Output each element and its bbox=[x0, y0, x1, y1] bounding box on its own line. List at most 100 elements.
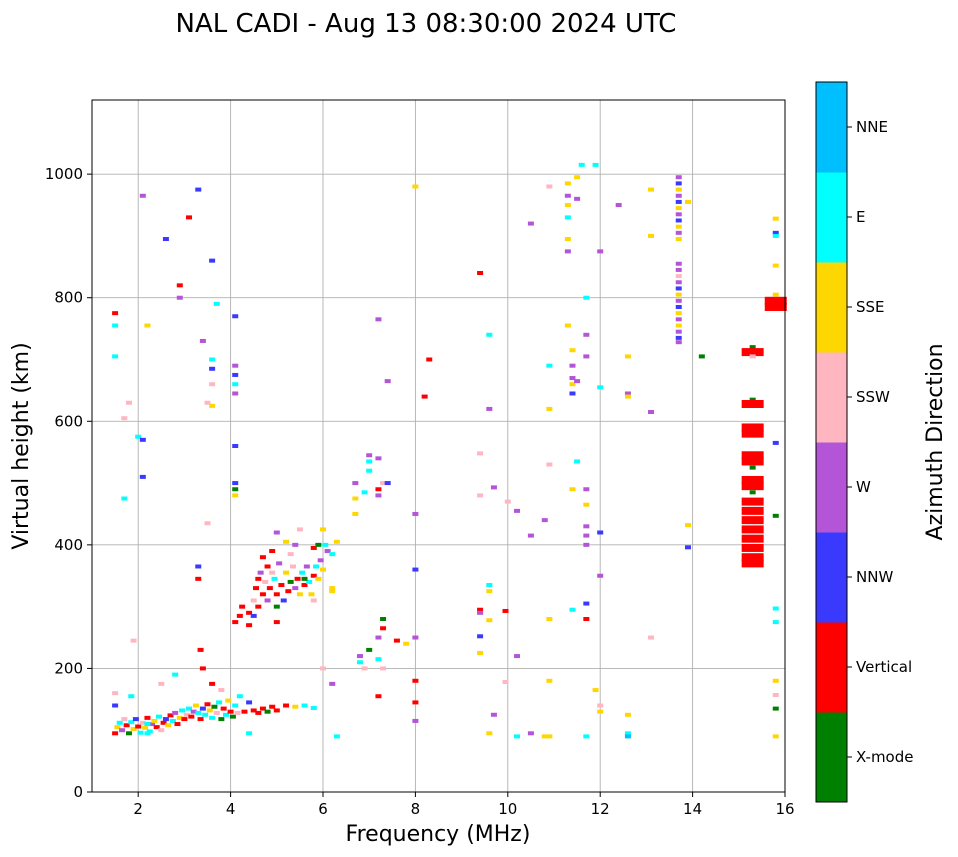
data-point bbox=[477, 493, 484, 498]
data-point bbox=[333, 734, 340, 739]
data-point bbox=[209, 681, 216, 686]
data-point bbox=[502, 680, 509, 685]
colorbar-segment bbox=[816, 442, 847, 533]
data-point bbox=[232, 487, 239, 492]
data-point bbox=[209, 357, 216, 362]
data-point bbox=[250, 613, 257, 618]
colorbar-tick-label: E bbox=[856, 208, 865, 226]
data-point bbox=[116, 720, 123, 725]
data-point bbox=[772, 292, 779, 297]
data-point bbox=[176, 283, 183, 288]
data-point bbox=[211, 704, 218, 709]
data-point bbox=[190, 709, 197, 714]
y-tick-label: 200 bbox=[54, 659, 83, 677]
data-point bbox=[232, 363, 239, 368]
data-point bbox=[303, 564, 310, 569]
data-point bbox=[234, 710, 241, 715]
data-point bbox=[486, 406, 493, 411]
data-point bbox=[324, 549, 331, 554]
data-point bbox=[259, 706, 266, 711]
data-point bbox=[192, 703, 199, 708]
data-point bbox=[361, 666, 368, 671]
data-point bbox=[564, 237, 571, 242]
data-point bbox=[356, 660, 363, 665]
data-point bbox=[675, 298, 682, 303]
data-point bbox=[375, 694, 382, 699]
data-point bbox=[772, 230, 779, 235]
data-point bbox=[253, 586, 260, 591]
data-point bbox=[741, 482, 764, 491]
data-point bbox=[176, 295, 183, 300]
data-point bbox=[119, 728, 126, 733]
data-point bbox=[675, 181, 682, 186]
data-point bbox=[741, 348, 764, 357]
data-point bbox=[749, 490, 756, 495]
colorbar-frame bbox=[815, 81, 848, 803]
data-point bbox=[162, 237, 169, 242]
data-point bbox=[366, 468, 373, 473]
data-point bbox=[624, 391, 631, 396]
data-point bbox=[213, 301, 220, 306]
data-point bbox=[158, 681, 165, 686]
data-point bbox=[597, 249, 604, 254]
data-point bbox=[412, 635, 419, 640]
data-point bbox=[352, 511, 359, 516]
data-point bbox=[569, 376, 576, 381]
data-point bbox=[132, 717, 139, 722]
data-point bbox=[322, 542, 329, 547]
data-point bbox=[380, 481, 387, 486]
data-point bbox=[301, 583, 308, 588]
data-point bbox=[675, 329, 682, 334]
plot-frame bbox=[91, 99, 786, 793]
x-tick-label: 2 bbox=[133, 800, 143, 818]
data-point bbox=[597, 385, 604, 390]
data-point bbox=[262, 579, 269, 584]
colorbar-tick-label: Vertical bbox=[856, 658, 912, 676]
data-point bbox=[121, 717, 128, 722]
data-point bbox=[209, 258, 216, 263]
y-tick-label: 1000 bbox=[45, 165, 83, 183]
colorbar-segment bbox=[816, 712, 847, 803]
data-point bbox=[380, 617, 387, 621]
data-point bbox=[292, 704, 299, 709]
colorbar-tick-label: X-mode bbox=[856, 748, 913, 766]
data-point bbox=[199, 338, 206, 343]
data-point bbox=[675, 286, 682, 291]
data-point bbox=[546, 678, 553, 683]
data-point bbox=[477, 634, 484, 639]
data-point bbox=[684, 545, 691, 550]
data-point bbox=[615, 203, 622, 208]
data-point bbox=[569, 391, 576, 396]
data-point bbox=[514, 654, 521, 659]
data-point bbox=[741, 429, 764, 438]
data-point bbox=[352, 481, 359, 486]
data-point bbox=[675, 335, 682, 340]
data-point bbox=[583, 734, 590, 739]
data-point bbox=[125, 400, 132, 405]
data-point bbox=[204, 702, 211, 707]
data-point bbox=[176, 715, 183, 720]
data-point bbox=[375, 493, 382, 498]
data-point bbox=[220, 706, 227, 711]
data-point bbox=[384, 481, 391, 486]
data-point bbox=[527, 533, 534, 538]
data-point bbox=[764, 296, 787, 305]
data-point bbox=[514, 508, 521, 513]
data-point bbox=[741, 516, 764, 525]
data-point bbox=[259, 555, 266, 560]
data-point bbox=[216, 700, 223, 705]
data-point bbox=[151, 718, 158, 723]
data-point bbox=[741, 506, 764, 515]
data-point bbox=[269, 549, 276, 554]
data-point bbox=[375, 456, 382, 461]
data-point bbox=[375, 317, 382, 322]
x-tick-label: 12 bbox=[591, 800, 610, 818]
colorbar-segment bbox=[816, 262, 847, 353]
colorbar-tick-label: NNE bbox=[856, 118, 888, 136]
data-point bbox=[232, 481, 239, 486]
data-point bbox=[772, 233, 779, 238]
data-point bbox=[186, 215, 193, 220]
data-point bbox=[273, 592, 280, 597]
data-point bbox=[232, 372, 239, 377]
data-point bbox=[181, 717, 188, 722]
